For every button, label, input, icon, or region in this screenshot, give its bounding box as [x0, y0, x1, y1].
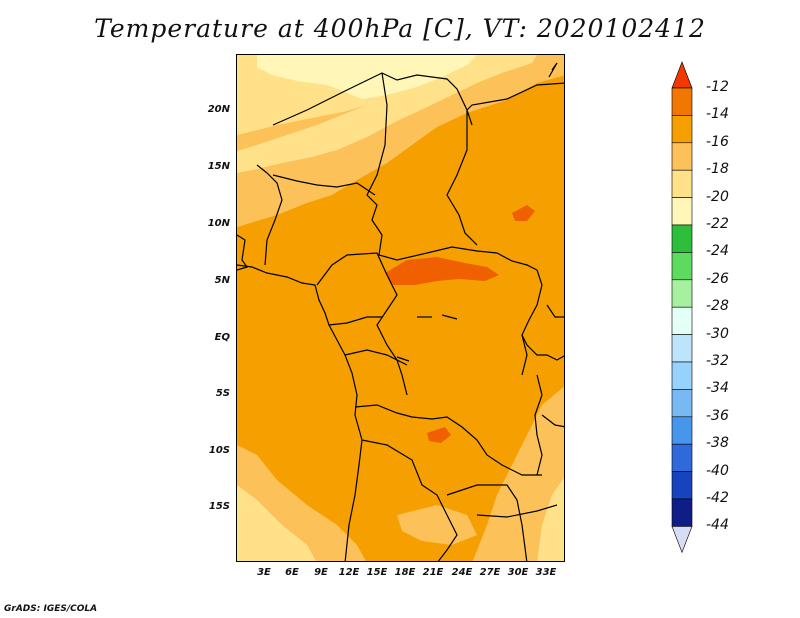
colorbar-label: -22: [706, 216, 729, 232]
colorbar-segment: [671, 197, 693, 226]
colorbar-label: -24: [706, 243, 729, 260]
colorbar-segment: [671, 443, 693, 472]
colorbar-label: -16: [706, 133, 729, 150]
colorbar-label: -36: [706, 407, 729, 424]
lat-label-10n: 10N: [207, 218, 230, 229]
lon-label-18e: 18E: [394, 567, 416, 578]
colorbar-label: -40: [706, 462, 729, 479]
lat-label-15s: 15S: [208, 501, 230, 512]
colorbar-segment: [671, 361, 693, 390]
colorbar-segment: [671, 306, 693, 335]
chart-title: Temperature at 400hPa [C], VT: 202010241…: [94, 14, 706, 43]
coastline-borders: [237, 62, 564, 561]
colorbar-segment: [671, 115, 693, 144]
colorbar-segment: [671, 279, 693, 308]
band-22-20-north: [257, 55, 477, 99]
colorbar-segment: [671, 87, 693, 116]
band-14-12-east: [512, 205, 535, 221]
colorbar-label: -20: [706, 188, 729, 205]
band-18-16-strip: [237, 105, 367, 151]
colorbar: [671, 61, 693, 554]
colorbar-label: -26: [706, 270, 729, 287]
colorbar-segment: [671, 389, 693, 418]
colorbar-bottom-arrow: [671, 526, 693, 554]
colorbar-segment: [671, 252, 693, 281]
colorbar-label: -14: [706, 106, 729, 123]
temperature-map: [237, 55, 564, 561]
lat-label-5s: 5S: [215, 388, 230, 399]
lon-label-12e: 12E: [338, 567, 360, 578]
colorbar-segment: [671, 334, 693, 363]
map-panel: [236, 54, 565, 562]
colorbar-segment: [671, 224, 693, 253]
colorbar-label: -34: [706, 380, 729, 397]
colorbar-label: -12: [706, 79, 729, 95]
colorbar-segment: [671, 498, 693, 527]
lat-label-eq: EQ: [214, 332, 230, 343]
band-20-18-southeast: [537, 477, 564, 561]
band-20-18-southwest: [237, 485, 316, 561]
lon-label-30e: 30E: [507, 567, 529, 578]
colorbar-label: -28: [706, 298, 729, 315]
band-14-12-central: [385, 257, 499, 285]
colorbar-top-arrow: [671, 61, 693, 89]
lat-label-15n: 15N: [207, 161, 230, 172]
lon-label-24e: 24E: [451, 567, 473, 578]
colorbar-label: -32: [706, 353, 729, 369]
lat-label-10s: 10S: [208, 445, 230, 456]
lon-label-6e: 6E: [285, 567, 299, 578]
lon-label-27e: 27E: [479, 567, 501, 578]
colorbar-segment: [671, 471, 693, 500]
colorbar-label: -18: [706, 161, 729, 178]
lon-label-21e: 21E: [422, 567, 444, 578]
band-14-12-south: [427, 427, 451, 443]
lat-label-5n: 5N: [214, 275, 230, 286]
lon-label-9e: 9E: [314, 567, 328, 578]
colorbar-label: -42: [706, 490, 729, 506]
colorbar-segment: [671, 142, 693, 171]
colorbar-segment: [671, 416, 693, 445]
lon-label-33e: 33E: [535, 567, 557, 578]
colorbar-label: -38: [706, 435, 729, 452]
lon-label-3e: 3E: [257, 567, 271, 578]
lon-label-15e: 15E: [366, 567, 388, 578]
colorbar-segment: [671, 169, 693, 198]
grads-credit: GrADS: IGES/COLA: [4, 604, 98, 614]
lat-label-20n: 20N: [207, 104, 230, 115]
colorbar-label: -44: [706, 517, 729, 534]
colorbar-label: -30: [706, 325, 729, 342]
